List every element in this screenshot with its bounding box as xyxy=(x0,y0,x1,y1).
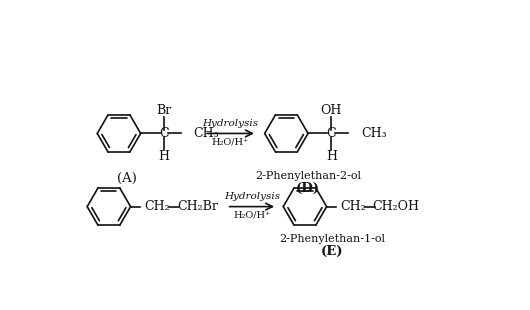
Text: H: H xyxy=(158,150,170,163)
Text: CH₂: CH₂ xyxy=(144,200,170,213)
Text: C: C xyxy=(326,127,336,140)
Text: H₂O/H⁺: H₂O/H⁺ xyxy=(233,210,270,219)
Text: (E): (E) xyxy=(321,245,343,258)
Text: (A): (A) xyxy=(117,172,137,185)
Text: 2-Phenylethan-2-ol: 2-Phenylethan-2-ol xyxy=(255,171,361,181)
Text: C: C xyxy=(159,127,169,140)
Text: Hydrolysis: Hydrolysis xyxy=(202,119,259,128)
Text: CH₃: CH₃ xyxy=(193,127,219,140)
Text: Hydrolysis: Hydrolysis xyxy=(224,192,280,201)
Text: CH₂: CH₂ xyxy=(340,200,366,213)
Text: H: H xyxy=(326,150,337,163)
Text: (D): (D) xyxy=(296,182,320,195)
Text: OH: OH xyxy=(321,104,342,117)
Text: CH₃: CH₃ xyxy=(361,127,386,140)
Text: 2-Phenylethan-1-ol: 2-Phenylethan-1-ol xyxy=(279,234,385,244)
Text: Br: Br xyxy=(156,104,172,117)
Text: CH₂OH: CH₂OH xyxy=(372,200,419,213)
Text: CH₂Br: CH₂Br xyxy=(177,200,218,213)
Text: H₂O/H⁺: H₂O/H⁺ xyxy=(212,137,249,146)
